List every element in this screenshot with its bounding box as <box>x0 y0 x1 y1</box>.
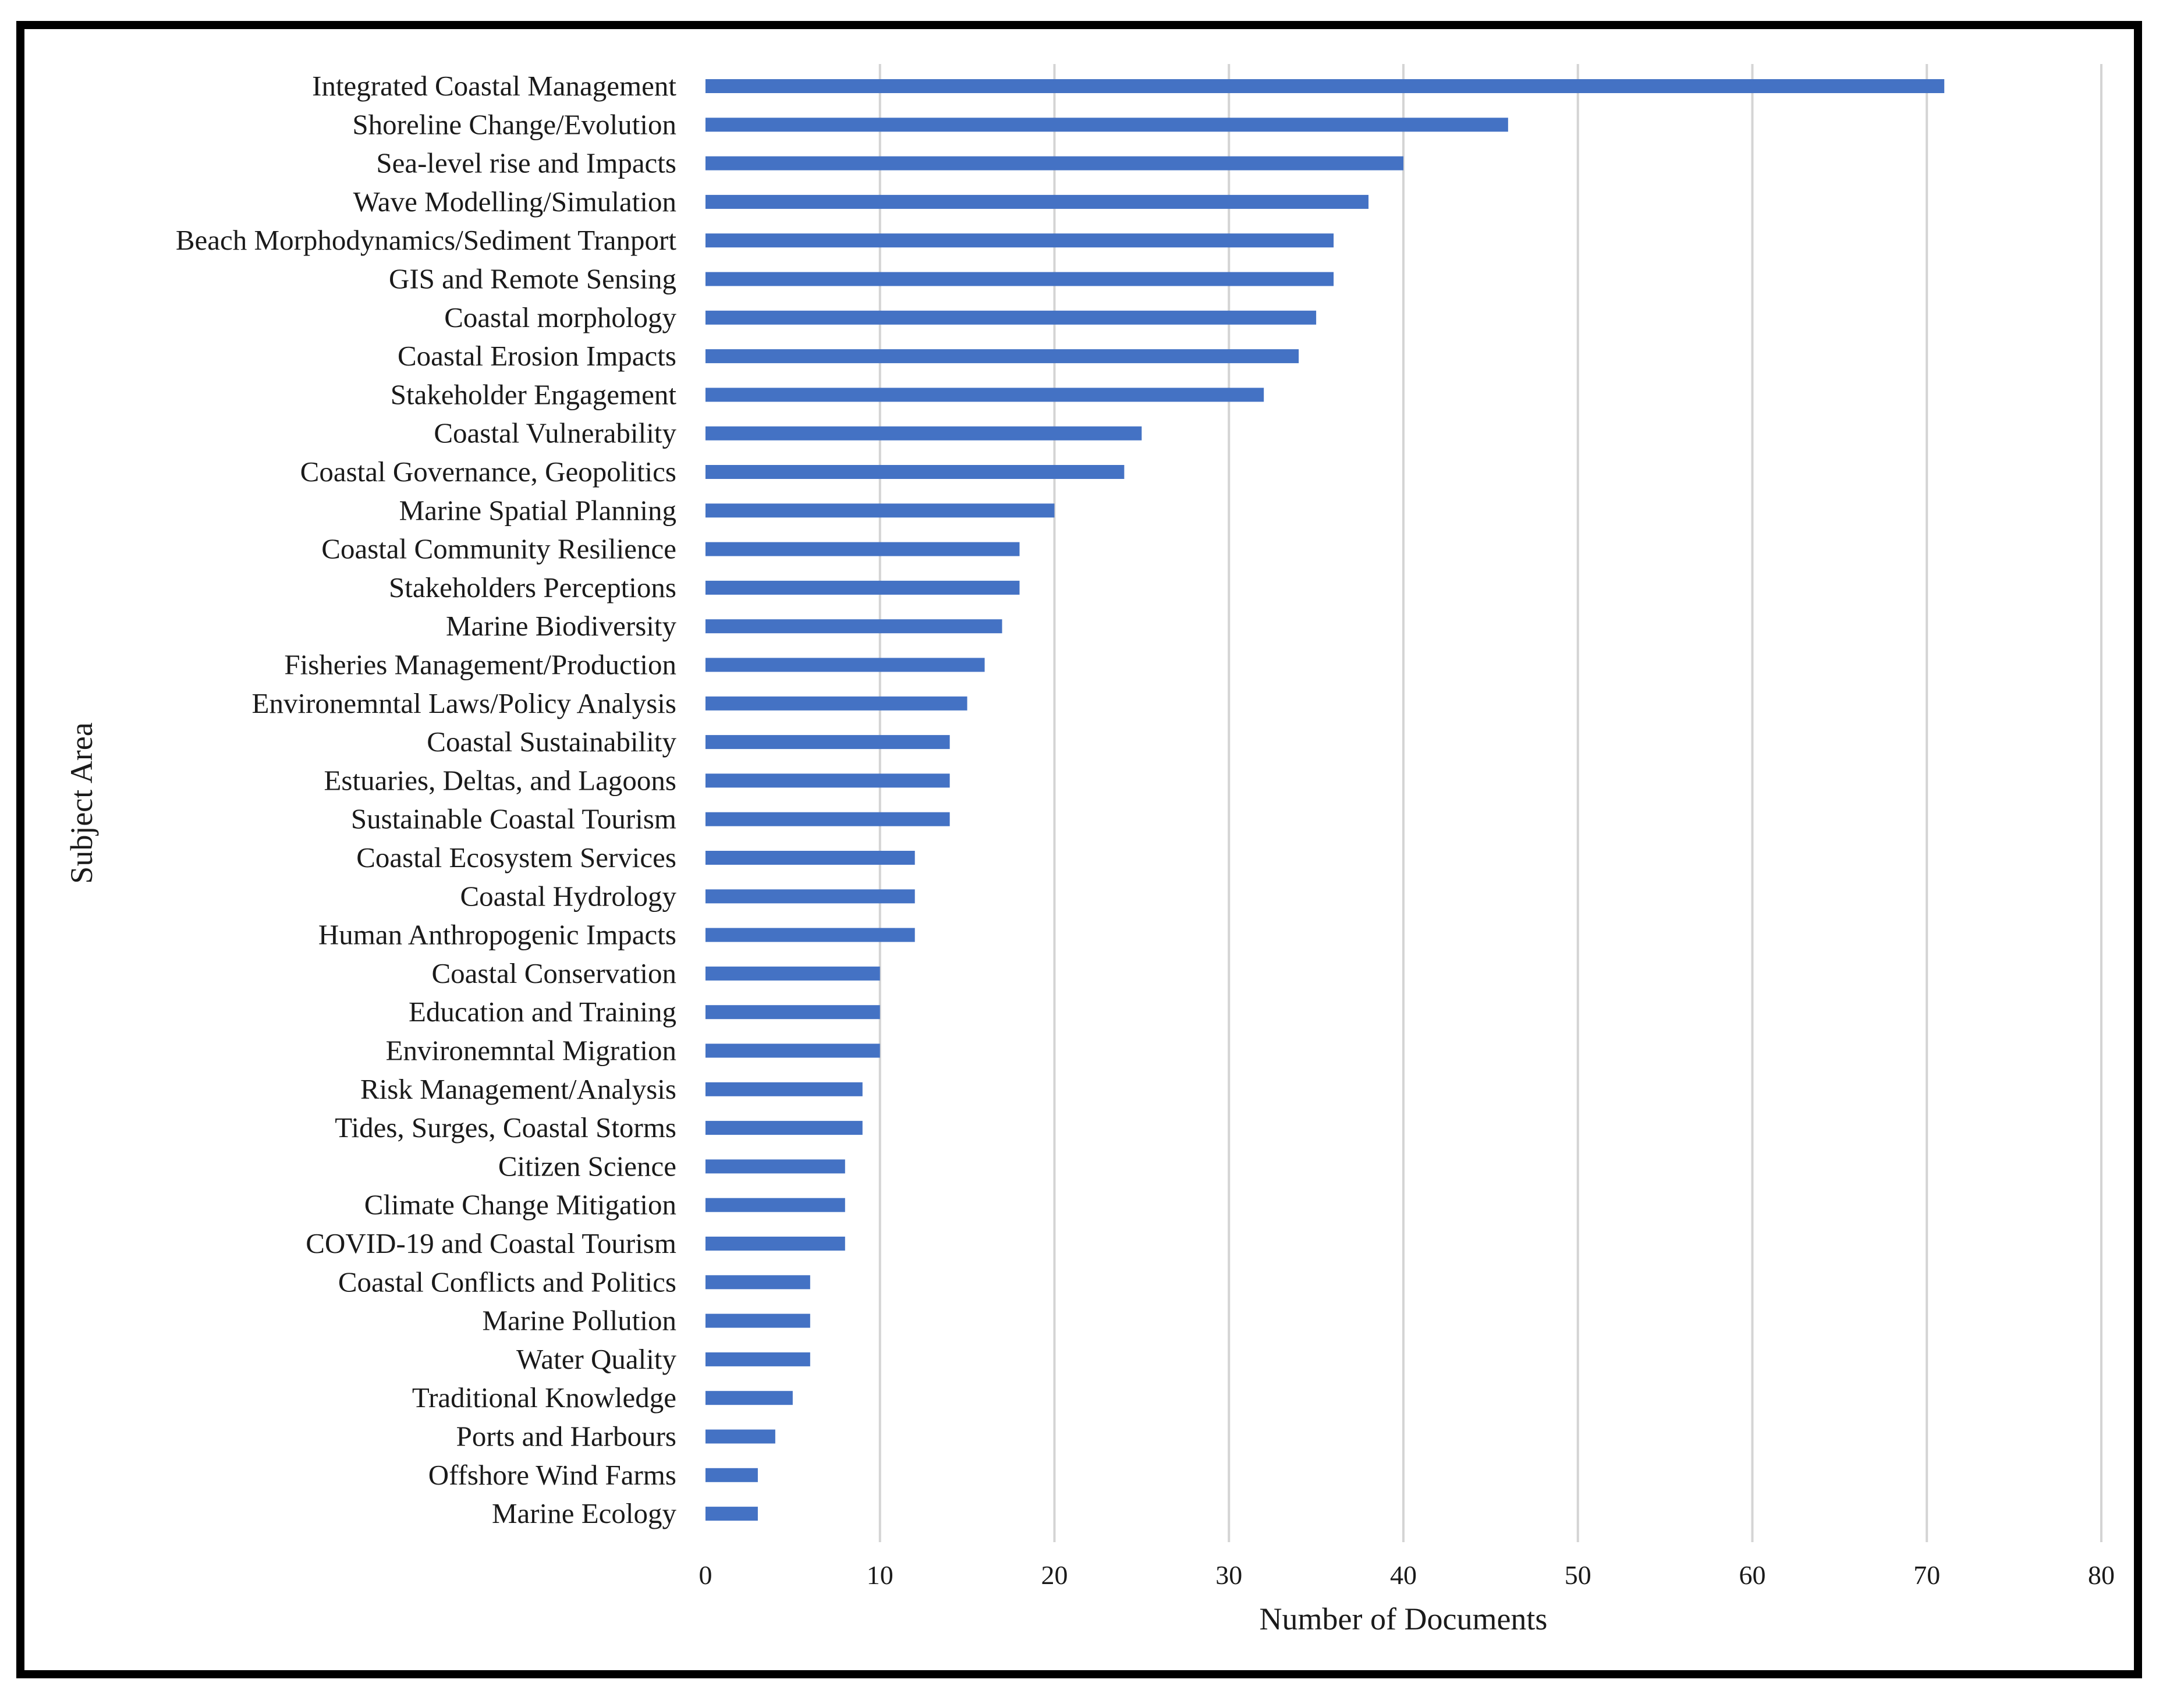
chart-frame: Integrated Coastal Management Shoreline C… <box>16 21 2142 1678</box>
category-label: Coastal Sustainability <box>427 726 676 758</box>
gridlines <box>878 64 2102 1542</box>
bar <box>705 542 1020 556</box>
category-label: Climate Change Mitigation <box>364 1189 676 1221</box>
bar <box>705 1275 810 1290</box>
category-label: Traditional Knowledge <box>412 1382 676 1414</box>
category-label: Fisheries Management/Production <box>284 649 676 681</box>
category-label: Risk Management/Analysis <box>360 1073 676 1105</box>
category-label: COVID-19 and Coastal Tourism <box>306 1227 676 1259</box>
x-tick-label: 60 <box>1739 1560 1766 1590</box>
category-label: Marine Ecology <box>492 1497 677 1529</box>
category-label: GIS and Remote Sensing <box>389 263 676 295</box>
category-label: Sustainable Coastal Tourism <box>351 803 676 835</box>
bar <box>705 1237 845 1251</box>
x-tick-label: 0 <box>699 1560 712 1590</box>
bar <box>705 388 1264 402</box>
bar <box>705 658 985 672</box>
bar <box>705 851 915 865</box>
bar <box>705 812 950 826</box>
bars <box>705 79 1945 1521</box>
bar <box>705 889 915 904</box>
bar <box>705 79 1945 93</box>
category-label: Human Anthropogenic Impacts <box>318 919 676 951</box>
category-label: Stakeholders Perceptions <box>389 571 676 603</box>
bar <box>705 1159 845 1174</box>
bar <box>705 465 1125 479</box>
x-axis-title: Number of Documents <box>1260 1602 1548 1636</box>
bar <box>705 503 1055 518</box>
bar <box>705 233 1334 248</box>
x-tick-label: 50 <box>1565 1560 1591 1590</box>
category-label: Coastal Hydrology <box>460 880 676 912</box>
category-label: Coastal Conservation <box>431 957 676 989</box>
bar <box>705 619 1002 634</box>
bar <box>705 966 880 981</box>
category-label: Ports and Harbours <box>456 1421 676 1453</box>
y-axis-title: Subject Area <box>64 722 99 883</box>
category-label: Education and Training <box>409 996 676 1028</box>
bar <box>705 580 1020 595</box>
category-label: Citizen Science <box>498 1150 676 1182</box>
category-label: Coastal Ecosystem Services <box>356 841 676 873</box>
bar <box>705 1121 863 1135</box>
bar <box>705 310 1317 325</box>
category-label: Marine Spatial Planning <box>399 494 676 526</box>
category-label: Marine Biodiversity <box>446 610 677 642</box>
bar <box>705 156 1403 171</box>
category-label: Estuaries, Deltas, and Lagoons <box>324 764 676 796</box>
x-tick-label: 40 <box>1390 1560 1417 1590</box>
bar <box>705 735 950 750</box>
category-labels: Integrated Coastal Management Shoreline C… <box>176 70 677 1529</box>
category-label: Environemntal Laws/Policy Analysis <box>252 687 676 719</box>
bar <box>705 928 915 942</box>
bar <box>705 194 1369 209</box>
category-label: Integrated Coastal Management <box>312 70 676 102</box>
category-label: Sea-level rise and Impacts <box>376 147 676 179</box>
category-label: Beach Morphodynamics/Sediment Tranport <box>176 224 677 256</box>
category-label: Coastal Conflicts and Politics <box>338 1266 676 1298</box>
bar <box>705 349 1299 364</box>
bar <box>705 1352 810 1366</box>
x-tick-label: 20 <box>1041 1560 1068 1590</box>
x-tick-label: 30 <box>1215 1560 1242 1590</box>
x-tick-labels: 0 10 20 30 40 50 60 70 80 <box>699 1560 2115 1590</box>
category-label: Tides, Surges, Coastal Storms <box>335 1112 676 1144</box>
category-label: Coastal Community Resilience <box>321 533 676 565</box>
bar-chart: Integrated Coastal Management Shoreline C… <box>64 64 2115 1636</box>
category-label: Marine Pollution <box>483 1305 676 1337</box>
bar <box>705 1313 810 1328</box>
bar <box>705 1507 758 1521</box>
category-label: Shoreline Change/Evolution <box>352 108 676 140</box>
bar <box>705 1005 880 1020</box>
x-tick-label: 10 <box>867 1560 893 1590</box>
bar <box>705 1043 880 1058</box>
bar <box>705 272 1334 286</box>
category-label: Environemntal Migration <box>386 1035 676 1067</box>
category-label: Coastal Governance, Geopolitics <box>300 456 676 488</box>
category-label: Coastal morphology <box>444 301 676 333</box>
bar <box>705 426 1142 441</box>
bar <box>705 1468 758 1482</box>
category-label: Stakeholder Engagement <box>391 378 677 410</box>
x-tick-label: 80 <box>2088 1560 2115 1590</box>
category-label: Offshore Wind Farms <box>428 1459 676 1491</box>
category-label: Coastal Vulnerability <box>434 417 676 449</box>
bar <box>705 773 950 788</box>
bar <box>705 1082 863 1096</box>
category-label: Coastal Erosion Impacts <box>398 340 676 372</box>
bar <box>705 1429 775 1444</box>
bar <box>705 1198 845 1212</box>
bar <box>705 696 967 711</box>
bar <box>705 118 1508 132</box>
bar <box>705 1391 793 1405</box>
category-label: Water Quality <box>516 1343 676 1375</box>
category-label: Wave Modelling/Simulation <box>353 186 676 218</box>
x-tick-label: 70 <box>1913 1560 1940 1590</box>
